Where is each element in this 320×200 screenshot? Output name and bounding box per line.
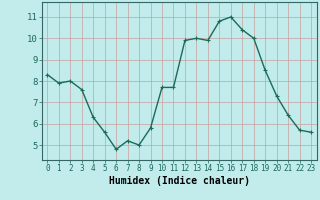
X-axis label: Humidex (Indice chaleur): Humidex (Indice chaleur) xyxy=(109,176,250,186)
